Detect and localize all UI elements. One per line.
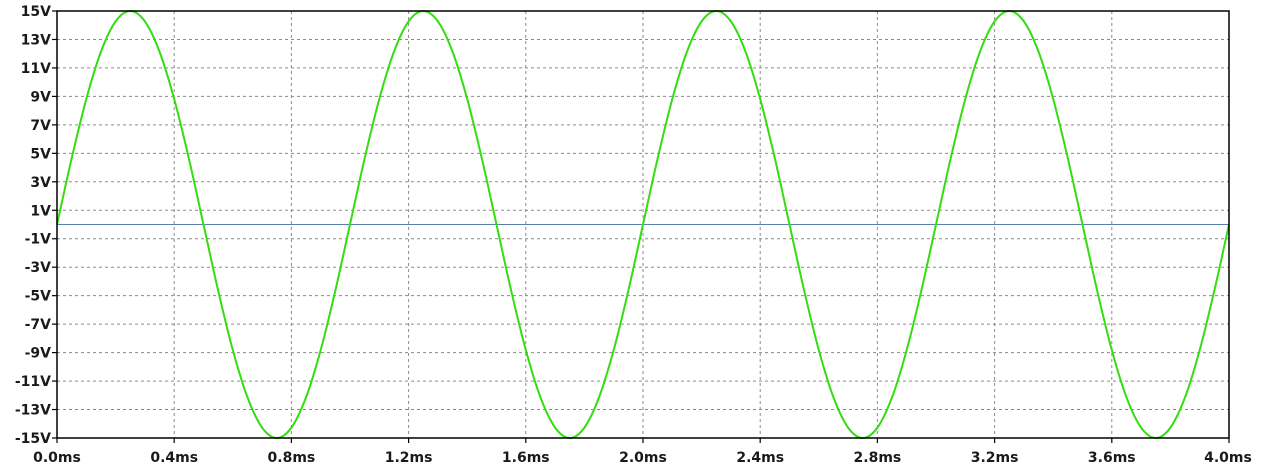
x-tick-label: 1.2ms [385,450,433,466]
y-tick-label: 11V [21,61,51,77]
y-tick-label: 1V [30,203,51,219]
y-tick-label: 9V [30,89,51,105]
y-tick-label: -9V [25,346,52,362]
y-tick-label: 15V [21,4,51,20]
y-tick-label: 13V [21,32,51,48]
y-tick-label: -13V [15,403,51,419]
y-tick-label: 5V [30,146,51,162]
x-tick-label: 2.4ms [736,450,784,466]
y-tick-label: -1V [25,232,52,248]
x-tick-label: 1.6ms [502,450,550,466]
y-tick-label: -3V [25,260,52,276]
y-tick-label: -7V [25,317,52,333]
x-tick-label: 2.0ms [619,450,667,466]
y-tick-label: -5V [25,289,52,305]
x-tick-label: 4.0ms [1204,450,1252,466]
y-tick-label: -15V [15,431,51,447]
x-axis-ticks: 0.0ms 0.4ms 0.8ms 1.2ms 1.6ms 2.0ms 2.4ms 2.8ms… [33,438,1252,466]
y-tick-label: -11V [15,374,51,390]
y-tick-label: 7V [30,118,51,134]
x-tick-label: 3.6ms [1088,450,1136,466]
x-tick-label: 2.8ms [854,450,902,466]
voltage-trace [56,9,1230,440]
x-tick-label: 0.0ms [33,450,81,466]
y-tick-label: 3V [30,175,51,191]
x-tick-label: 0.8ms [268,450,316,466]
x-tick-label: 0.4ms [150,450,198,466]
y-axis-ticks: 15V 13V 11V 9V 7V 5V 3V 1V -1V -3V -5V -7V -9V -11V -1… [15,4,57,447]
x-tick-label: 3.2ms [971,450,1019,466]
grid-lines [57,11,1229,438]
